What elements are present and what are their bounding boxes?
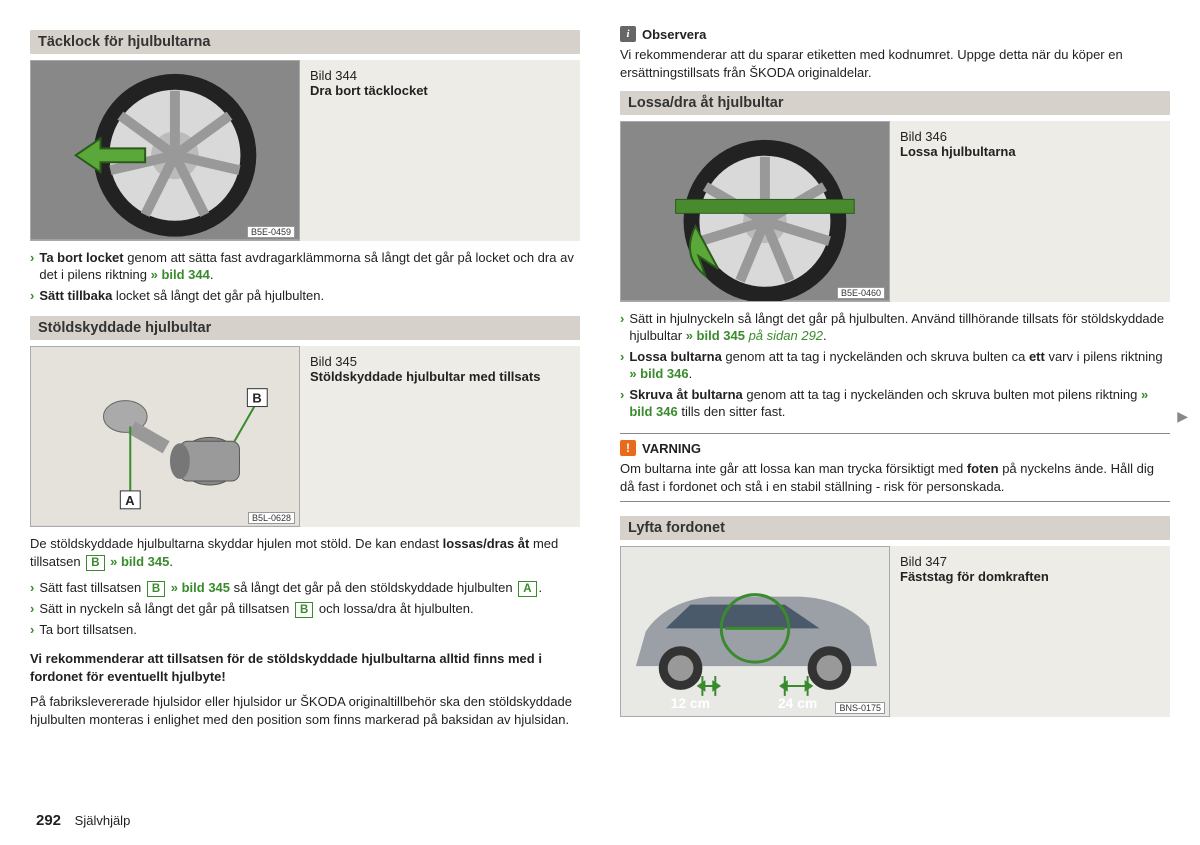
figure-346-image: B5E-0460 [620, 121, 890, 302]
right-column: i Observera Vi rekommenderar att du spar… [620, 26, 1170, 736]
footer-section: Självhjälp [75, 813, 131, 828]
bullet-item: Ta bort tillsatsen. [30, 621, 580, 639]
figure-345: A B B5L-0628 Bild 345 Stöldskyddade hjul… [30, 346, 580, 527]
section2-bold-para: Vi rekommenderar att tillsatsen för de s… [30, 650, 580, 685]
figure-346-caption: Bild 346 Lossa hjulbultarna [890, 121, 1170, 302]
bullet-item: Sätt in nyckeln så långt det går på till… [30, 600, 580, 618]
bullet-item: Sätt fast tillsatsen B » bild 345 så lån… [30, 579, 580, 597]
note-header-observera: i Observera [620, 26, 1170, 42]
svg-text:B: B [252, 391, 261, 406]
section-title-stoldskydd: Stöldskyddade hjulbultar [30, 316, 580, 340]
warning-text: Om bultarna inte går att lossa kan man t… [620, 460, 1170, 495]
figure-347-ref: BNS-0175 [835, 702, 885, 714]
bullet-item: Skruva åt bultarna genom att ta tag i ny… [620, 386, 1170, 421]
section-title-lossa: Lossa/dra åt hjulbultar [620, 91, 1170, 115]
figure-344-ref: B5E-0459 [247, 226, 295, 238]
figure-347-image: 12 cm 24 cm BNS-0175 [620, 546, 890, 717]
warning-icon: ! [620, 440, 636, 456]
page-footer: 292 Självhjälp [36, 812, 130, 829]
section1-bullets: Ta bort locket genom att sätta fast avdr… [30, 249, 580, 305]
figure-345-image: A B B5L-0628 [30, 346, 300, 527]
warning-box: ! VARNING Om bultarna inte går att lossa… [620, 433, 1170, 502]
left-column: Täcklock för hjulbultarna [30, 30, 580, 736]
figure-345-ref: B5L-0628 [248, 512, 295, 524]
continue-arrow-icon: ▶ [1177, 408, 1188, 425]
figure-344-image: B5E-0459 [30, 60, 300, 241]
section-title-tacklock: Täcklock för hjulbultarna [30, 30, 580, 54]
bullet-item: Sätt tillbaka locket så långt det går på… [30, 287, 580, 305]
svg-text:A: A [125, 493, 134, 508]
info-icon: i [620, 26, 636, 42]
section2-para1: De stöldskyddade hjulbultarna skyddar hj… [30, 535, 580, 571]
figure-344: B5E-0459 Bild 344 Dra bort täcklocket [30, 60, 580, 241]
page-number: 292 [36, 812, 61, 829]
right-section1-bullets: Sätt in hjulnyckeln så långt det går på … [620, 310, 1170, 421]
measure-24cm: 24 cm [778, 695, 817, 711]
figure-347-caption: Bild 347 Fäststag för domkraften [890, 546, 1170, 717]
figure-345-caption: Bild 345 Stöldskyddade hjulbultar med ti… [300, 346, 580, 527]
section2-bullets: Sätt fast tillsatsen B » bild 345 så lån… [30, 579, 580, 639]
bullet-item: Ta bort locket genom att sätta fast avdr… [30, 249, 580, 284]
section-title-lyfta: Lyfta fordonet [620, 516, 1170, 540]
figure-346-ref: B5E-0460 [837, 287, 885, 299]
figure-347: 12 cm 24 cm BNS-0175 Bild 347 Fäststag f… [620, 546, 1170, 717]
figure-346: B5E-0460 Bild 346 Lossa hjulbultarna [620, 121, 1170, 302]
bullet-item: Sätt in hjulnyckeln så långt det går på … [620, 310, 1170, 345]
bullet-item: Lossa bultarna genom att ta tag i nyckel… [620, 348, 1170, 383]
section2-para2: På fabrikslevererade hjulsidor eller hju… [30, 693, 580, 728]
figure-344-caption: Bild 344 Dra bort täcklocket [300, 60, 580, 241]
measure-12cm: 12 cm [671, 695, 710, 711]
note-text: Vi rekommenderar att du sparar etiketten… [620, 46, 1170, 81]
